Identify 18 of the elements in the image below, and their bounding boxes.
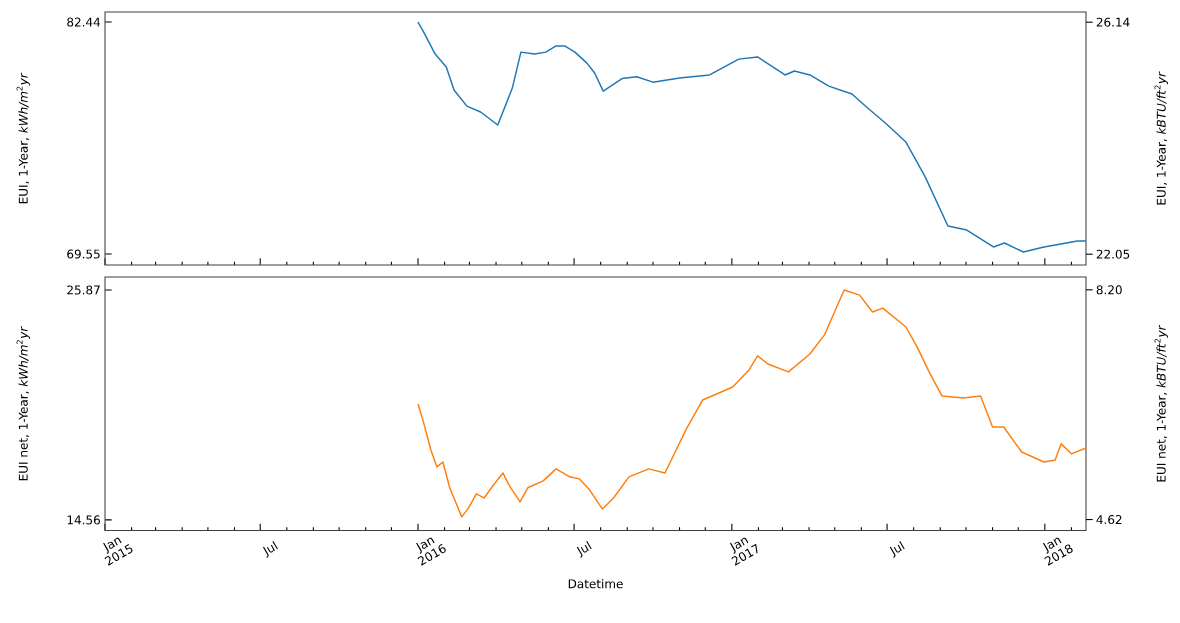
- y2-axis-title: EUI net, 1-Year, kBTU/ft$^{2}$yr: [1154, 324, 1169, 482]
- x-axis-title: Datetime: [568, 579, 623, 589]
- y-tick-label: 14.56: [67, 515, 100, 525]
- y-axis-title: EUI, 1-Year, kWh/m$^{2}$yr: [16, 72, 31, 204]
- y2-tick-label: 26.14: [1096, 17, 1130, 27]
- line-series: [417, 289, 1087, 518]
- y2-axis-title: EUI, 1-Year, kBTU/ft$^{2}$yr: [1154, 71, 1169, 205]
- y-axis-title: EUI net, 1-Year, kWh/m$^{2}$yr: [16, 326, 31, 481]
- x-tick-label: Jul: [262, 540, 278, 558]
- y2-tick-label: 8.20: [1096, 285, 1122, 295]
- line-series: [417, 21, 1087, 253]
- x-tick-label: Jul: [576, 540, 592, 558]
- y-tick-label: 82.44: [67, 17, 101, 27]
- y2-tick-label: 22.05: [1096, 249, 1130, 259]
- y-tick-label: 25.87: [67, 285, 100, 295]
- x-tick-label: Jul: [889, 540, 905, 558]
- y-tick-label: 69.55: [67, 249, 100, 259]
- y2-tick-label: 4.62: [1096, 515, 1122, 525]
